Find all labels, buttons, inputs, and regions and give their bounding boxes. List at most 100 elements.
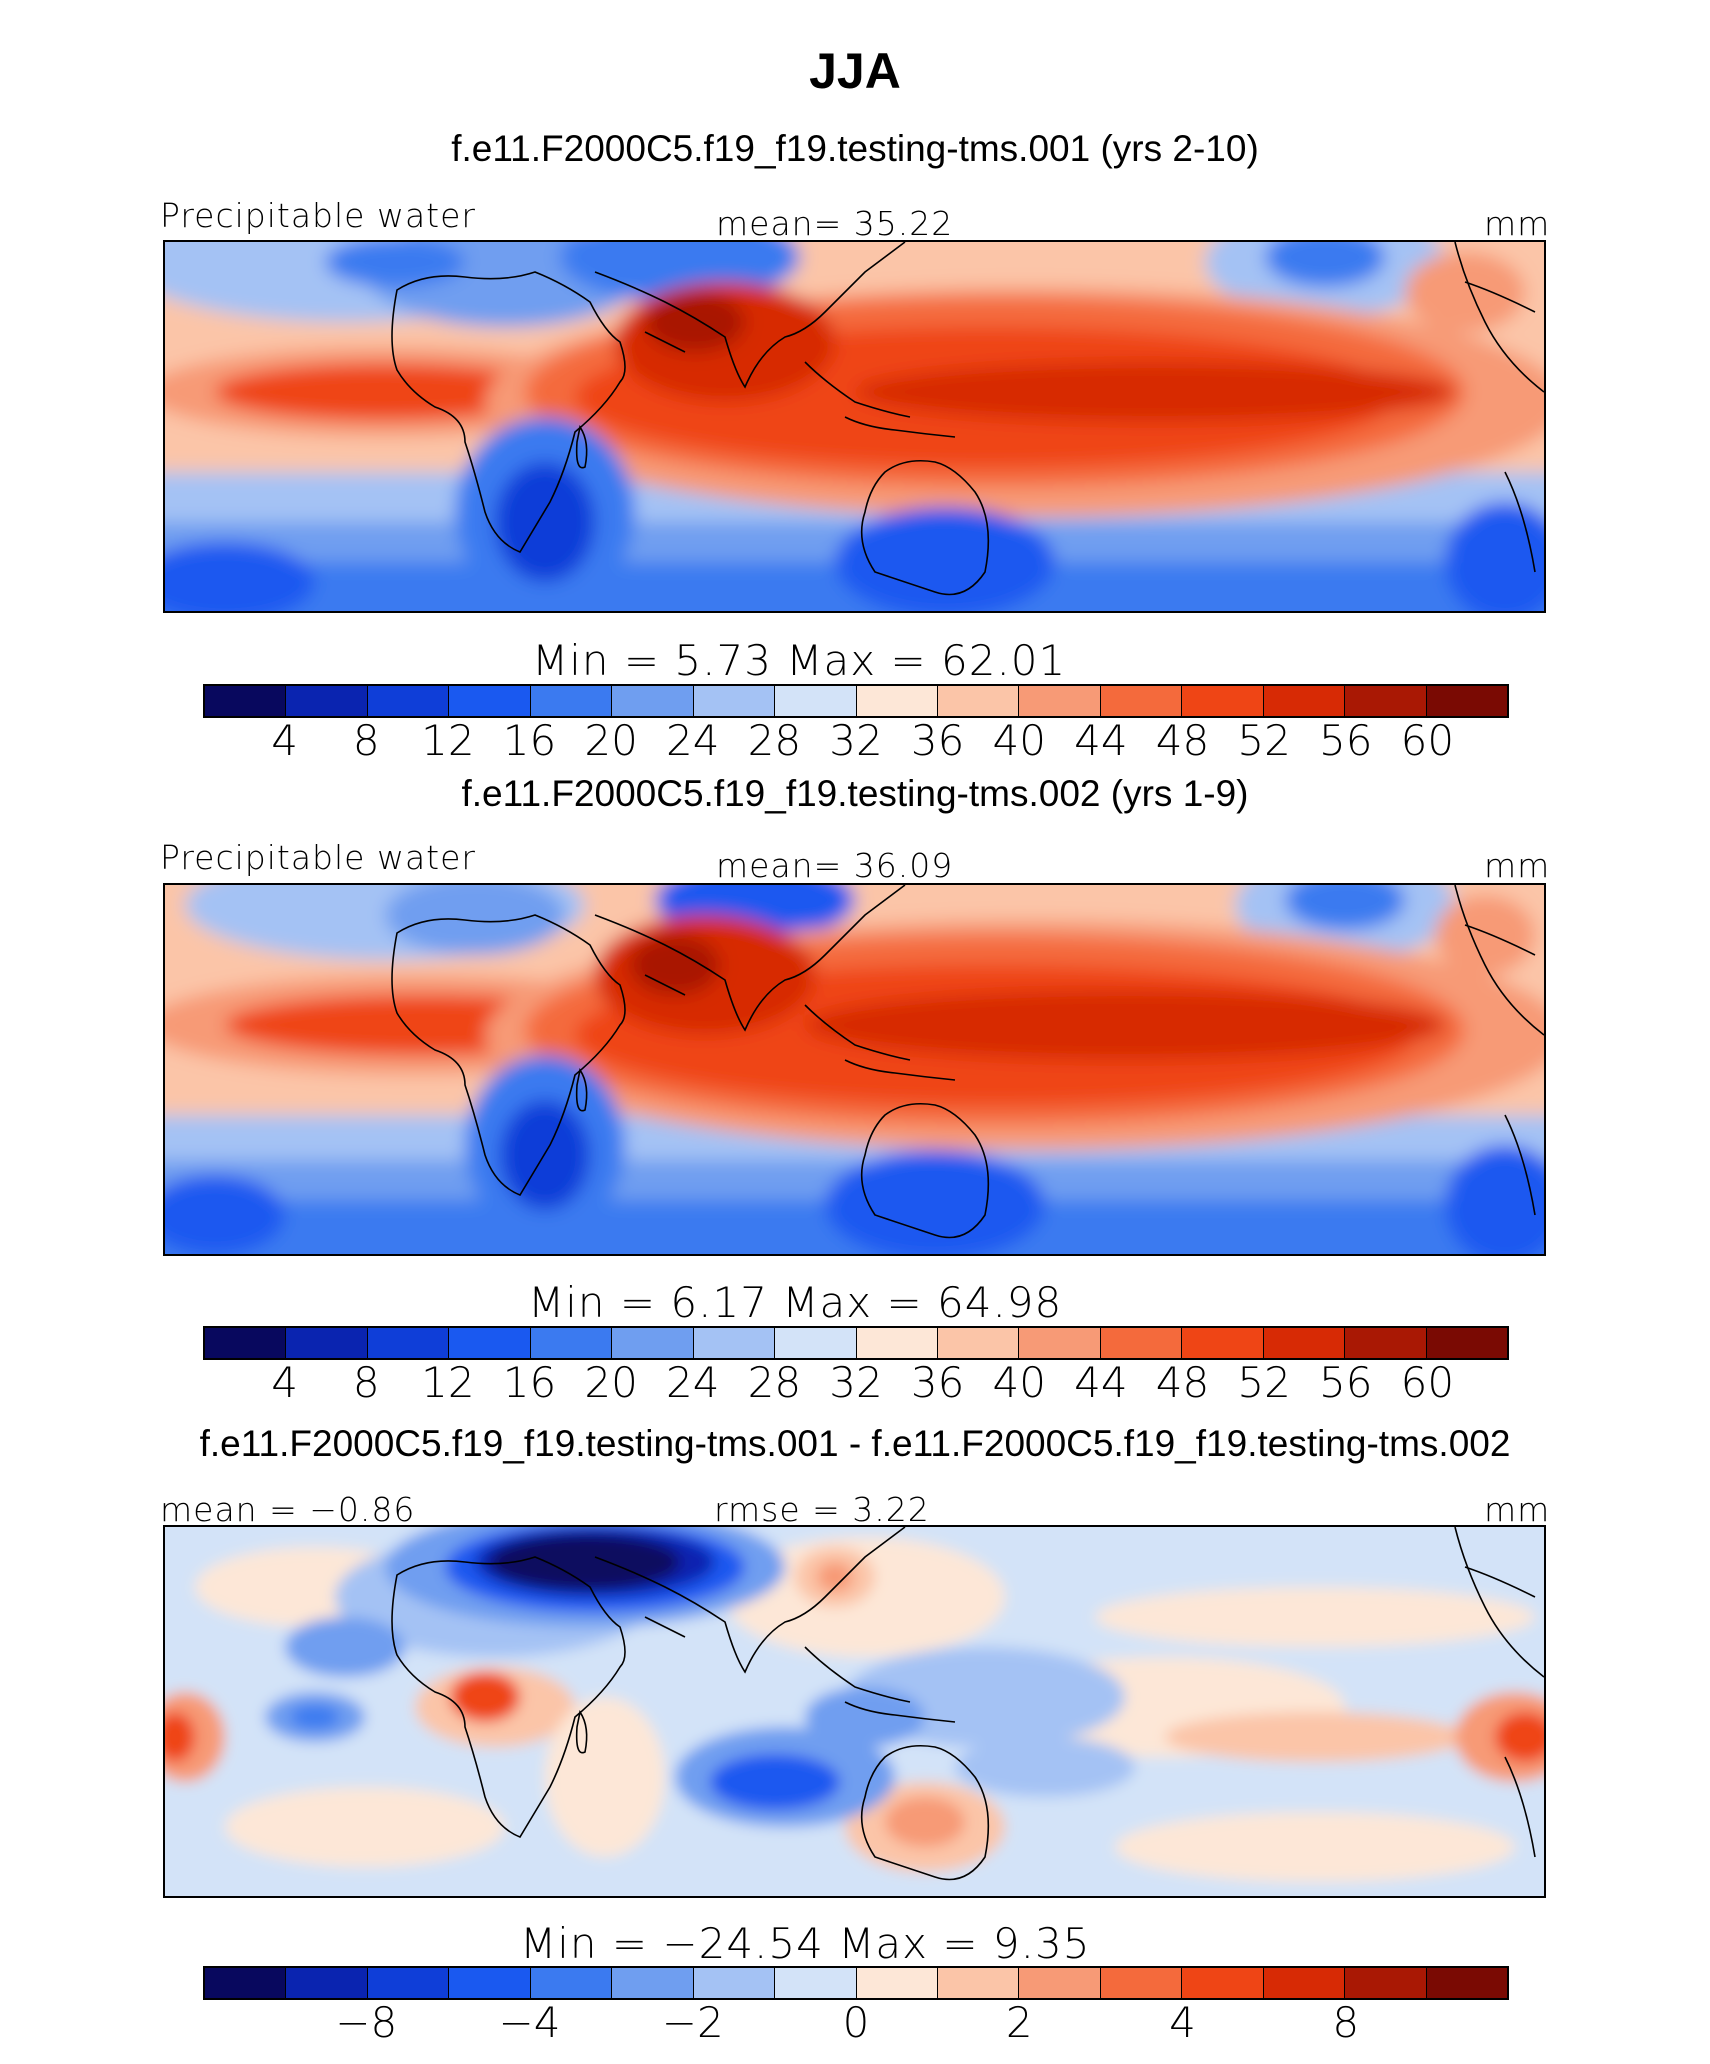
panel-3-title: f.e11.F2000C5.f19_f19.testing-tms.001 - … [199,1423,1511,1464]
colorbar-tick-label: 28 [747,1358,802,1407]
colorbar-swatch-6 [612,686,694,716]
colorbar-tick-label: 40 [992,1358,1046,1407]
colorbar-swatch-16 [1426,1328,1507,1358]
panel-2-mean-label: mean= 36.09 [716,846,954,885]
colorbar-swatch-2 [286,1968,368,1998]
panel-1-variable-label: Precipitable water [160,196,476,235]
colorbar-tick-label: 20 [584,1358,638,1407]
colorbar-swatch-6 [612,1328,694,1358]
colorbar-swatch-12 [1100,686,1183,716]
colorbar-tick-label: 60 [1400,716,1455,765]
colorbar-tick-label: 20 [584,716,638,765]
panel-1-title: f.e11.F2000C5.f19_f19.testing-tms.001 (y… [451,128,1259,169]
colorbar-swatch-1 [205,1328,287,1358]
colorbar-swatch-14 [1263,686,1346,716]
colorbar-tick-label: 8 [352,1358,380,1407]
colorbar-tick-label: 52 [1237,1358,1291,1407]
colorbar-tick-label: 48 [1155,716,1210,765]
colorbar-tick-label: 8 [1332,1998,1360,2047]
colorbar-tick-label: 56 [1319,1358,1373,1407]
colorbar-tick-label: 60 [1400,1358,1455,1407]
colorbar-swatch-1 [205,1968,287,1998]
colorbar-tick-label: 12 [421,1358,475,1407]
colorbar-swatch-4 [449,686,531,716]
figure-title: JJA [809,43,901,99]
panel-2-map [163,883,1546,1256]
colorbar-tick-label: 44 [1074,716,1128,765]
colorbar-tick-label: 24 [666,716,720,765]
colorbar-swatch-5 [530,686,613,716]
colorbar-swatch-8 [775,1968,857,1998]
colorbar-swatch-3 [367,1968,450,1998]
panel-2-minmax: Min = 6.17 Max = 64.98 [528,1278,1063,1327]
colorbar-swatch-11 [1019,686,1101,716]
colorbar-tick-label: 16 [502,716,557,765]
colorbar-swatch-3 [367,686,450,716]
colorbar-swatch-2 [286,686,368,716]
colorbar-swatch-13 [1182,1328,1264,1358]
colorbar-swatch-5 [530,1968,613,1998]
panel-1-units: mm [1484,204,1551,243]
colorbar-tick-label: 32 [829,716,883,765]
colorbar-swatch-13 [1182,1968,1264,1998]
colorbar-swatch-12 [1100,1328,1183,1358]
colorbar-swatch-12 [1100,1968,1183,1998]
colorbar-tick-label: 56 [1319,716,1373,765]
colorbar-tick-label: 4 [271,716,298,765]
colorbar-tick-label: 36 [910,1358,965,1407]
colorbar-swatch-13 [1182,686,1264,716]
panel-3-units: mm [1484,1490,1551,1529]
colorbar-swatch-4 [449,1328,531,1358]
colorbar-tick-label: −8 [335,1998,398,2047]
panel-2-variable-label: Precipitable water [160,838,476,877]
panel-3-map [163,1525,1546,1898]
colorbar-swatch-8 [775,686,857,716]
panel-3-rmse-label: rmse = 3.22 [714,1490,930,1529]
colorbar-swatch-9 [856,1328,938,1358]
colorbar-swatch-11 [1019,1968,1101,1998]
colorbar-tick-label: 24 [666,1358,720,1407]
colorbar-tick-label: 52 [1237,716,1291,765]
colorbar-tick-label: 12 [421,716,475,765]
colorbar-swatch-9 [856,1968,938,1998]
colorbar-tick-label: 8 [352,716,380,765]
colorbar-swatch-6 [612,1968,694,1998]
colorbar-swatch-5 [530,1328,613,1358]
colorbar-swatch-9 [856,686,938,716]
colorbar-tick-label: −4 [498,1998,561,2047]
colorbar-tick-label: 40 [992,716,1046,765]
colorbar-swatch-2 [286,1328,368,1358]
colorbar-swatch-8 [775,1328,857,1358]
colorbar-tick-label: 36 [910,716,965,765]
colorbar-swatch-15 [1345,686,1427,716]
colorbar-swatch-14 [1263,1328,1346,1358]
panel-3-colorbar [203,1966,1509,2000]
colorbar-swatch-15 [1345,1328,1427,1358]
colorbar-tick-label: 2 [1005,1998,1033,2047]
colorbar-swatch-11 [1019,1328,1101,1358]
colorbar-swatch-10 [937,686,1020,716]
colorbar-swatch-7 [693,686,776,716]
colorbar-tick-label: 28 [747,716,802,765]
colorbar-swatch-3 [367,1328,450,1358]
panel-2-title: f.e11.F2000C5.f19_f19.testing-tms.002 (y… [461,773,1249,814]
colorbar-swatch-10 [937,1968,1020,1998]
colorbar-tick-label: 4 [1169,1998,1196,2047]
panel-3-minmax: Min = −24.54 Max = 9.35 [520,1919,1091,1968]
colorbar-swatch-7 [693,1328,776,1358]
colorbar-tick-label: 16 [502,1358,557,1407]
panel-3-mean-label: mean = −0.86 [160,1490,416,1529]
colorbar-swatch-7 [693,1968,776,1998]
colorbar-swatch-10 [937,1328,1020,1358]
panel-1-map [163,240,1546,613]
colorbar-swatch-14 [1263,1968,1346,1998]
panel-1-mean-label: mean= 35.22 [716,204,954,243]
colorbar-tick-label: 4 [271,1358,298,1407]
colorbar-tick-label: 0 [842,1998,870,2047]
colorbar-tick-label: 48 [1155,1358,1210,1407]
colorbar-tick-label: −2 [661,1998,724,2047]
colorbar-tick-label: 32 [829,1358,883,1407]
colorbar-swatch-4 [449,1968,531,1998]
panel-2-colorbar [203,1326,1509,1360]
colorbar-swatch-16 [1426,1968,1507,1998]
